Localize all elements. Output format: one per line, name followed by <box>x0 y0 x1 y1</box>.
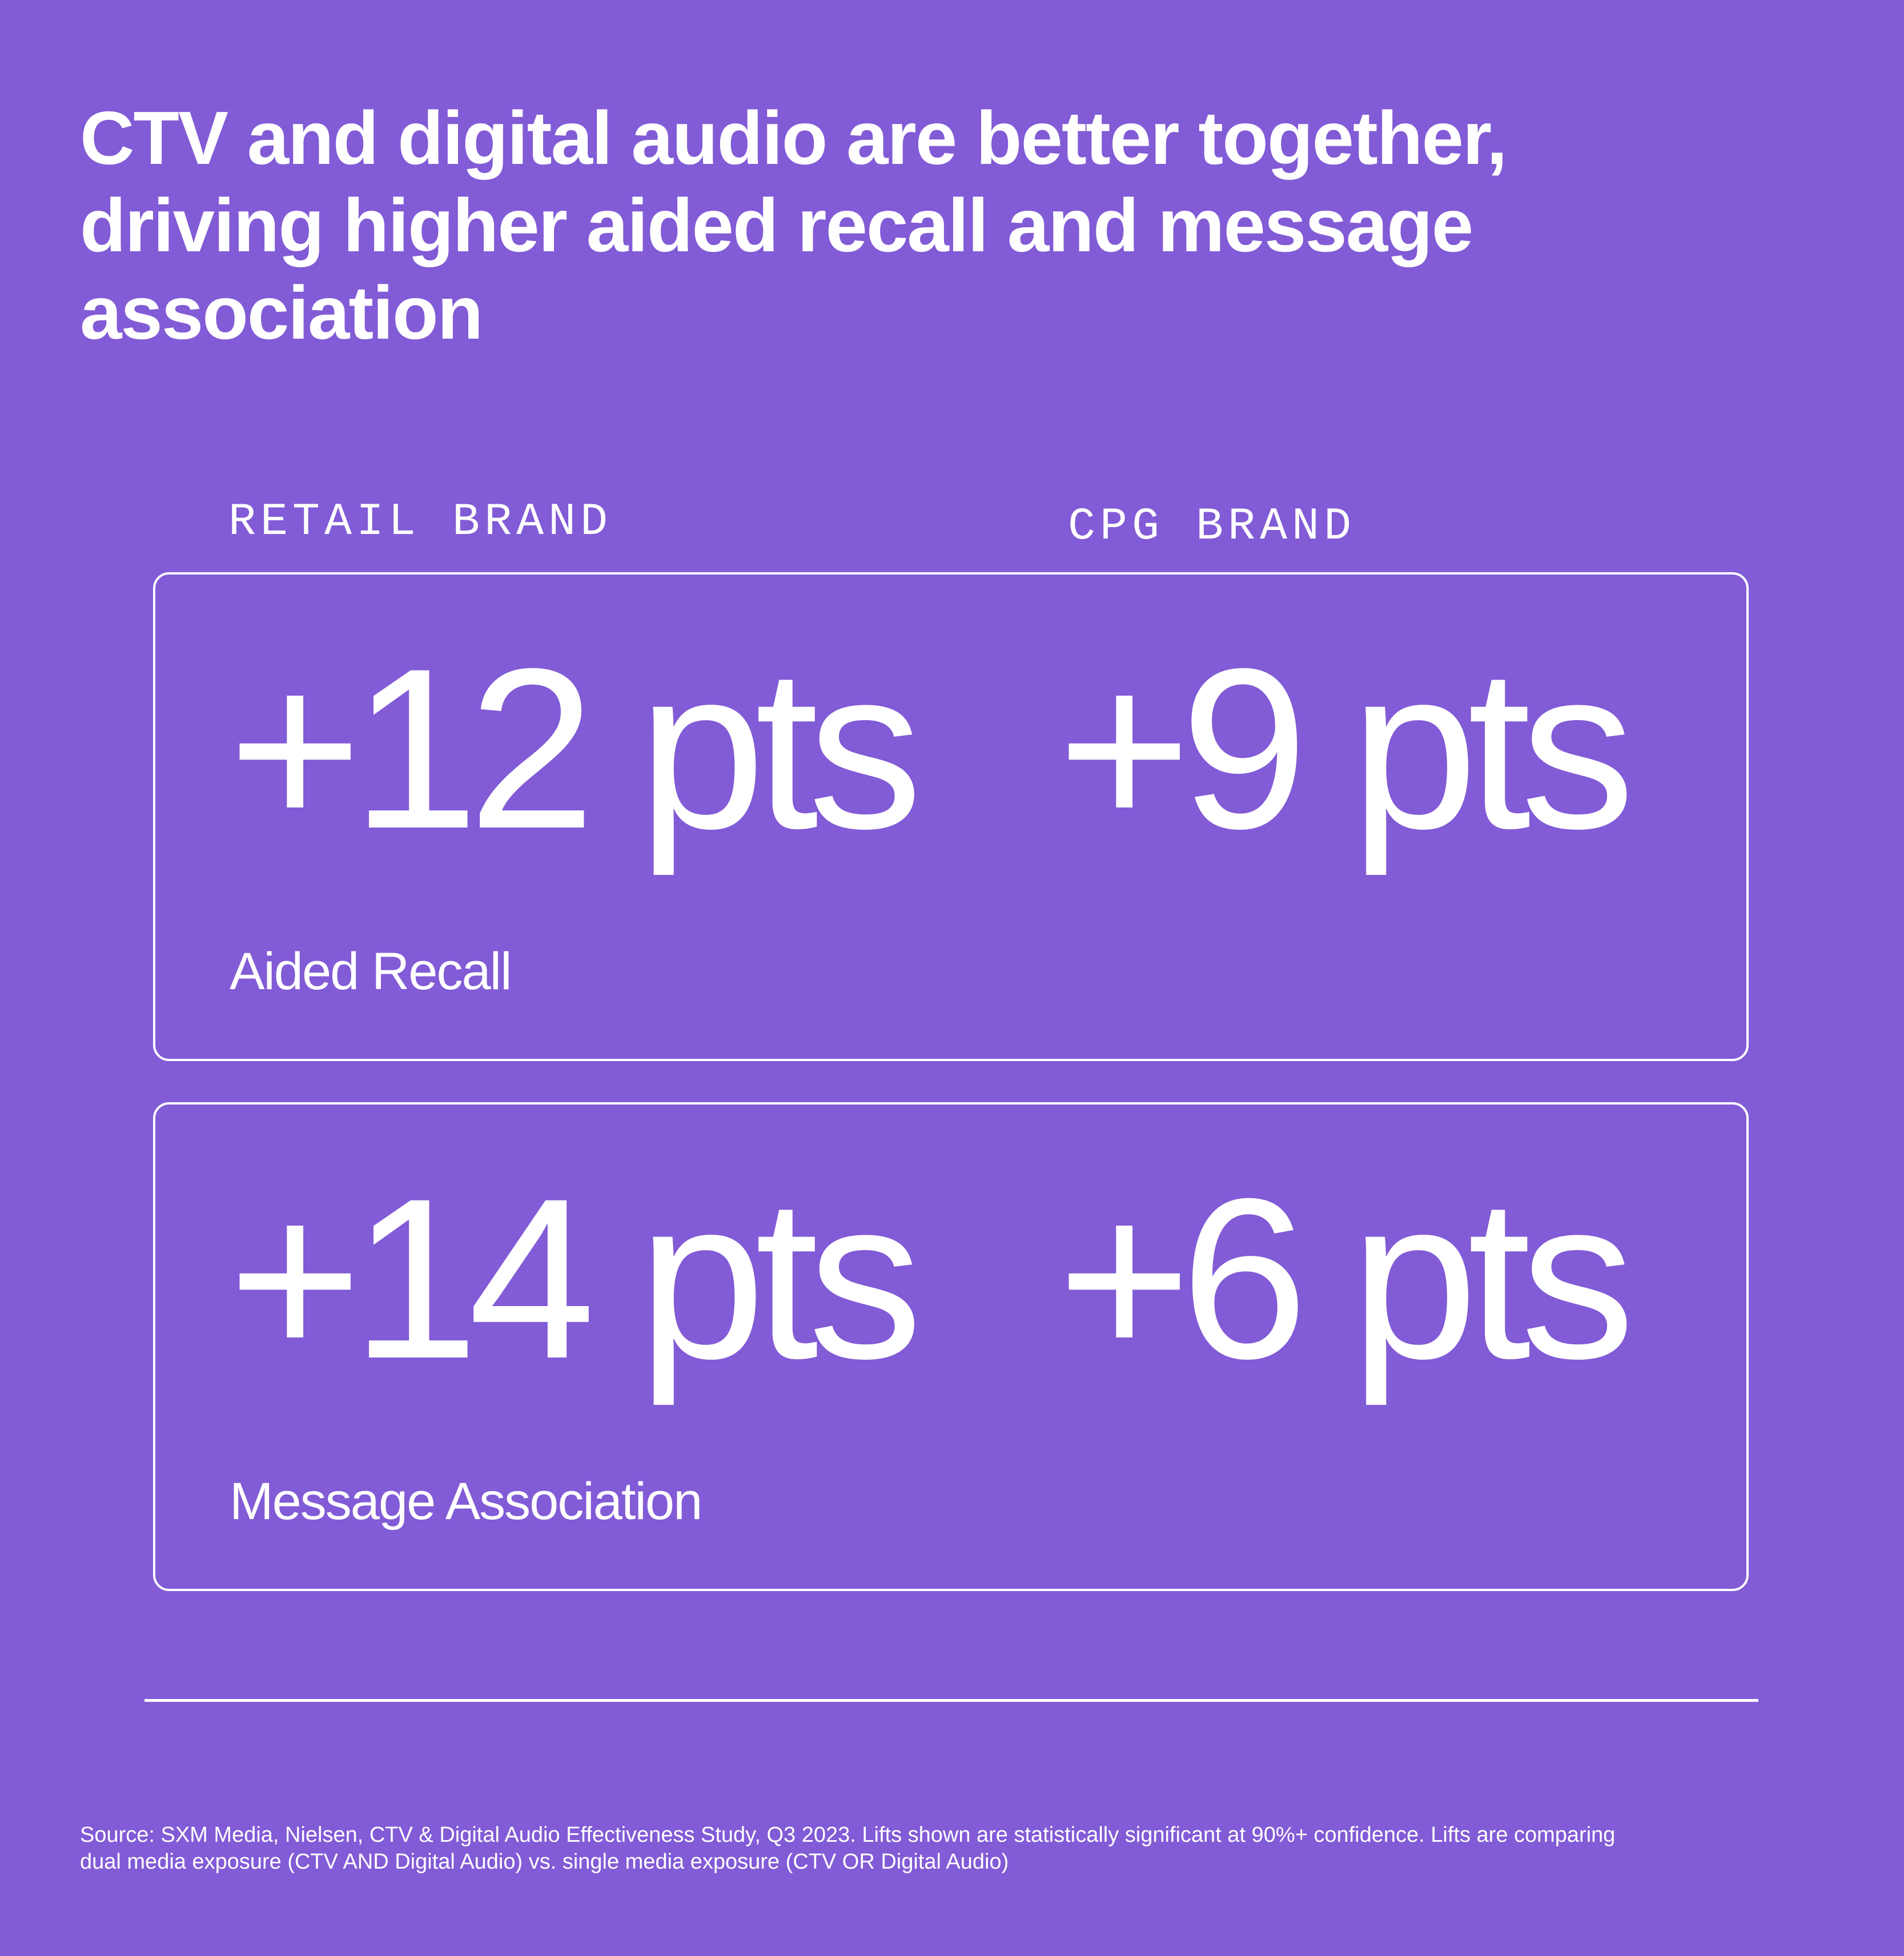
aided-recall-card: +12 pts +9 pts Aided Recall <box>153 572 1749 1061</box>
message-association-retail-value: +14 pts <box>228 1151 922 1406</box>
cpg-brand-column-header: CPG BRAND <box>1068 501 1356 553</box>
message-association-label: Message Association <box>230 1472 702 1531</box>
divider <box>144 1699 1758 1702</box>
message-association-card: +14 pts +6 pts Message Association <box>153 1102 1749 1591</box>
source-note: Source: SXM Media, Nielsen, CTV & Digita… <box>80 1823 1616 1874</box>
headline: CTV and digital audio are better togethe… <box>80 96 1508 355</box>
aided-recall-retail-value: +12 pts <box>228 621 922 876</box>
aided-recall-label: Aided Recall <box>230 942 512 1001</box>
aided-recall-cpg-value: +9 pts <box>1058 621 1635 876</box>
message-association-cpg-value: +6 pts <box>1058 1151 1635 1406</box>
retail-brand-column-header: RETAIL BRAND <box>228 496 613 548</box>
